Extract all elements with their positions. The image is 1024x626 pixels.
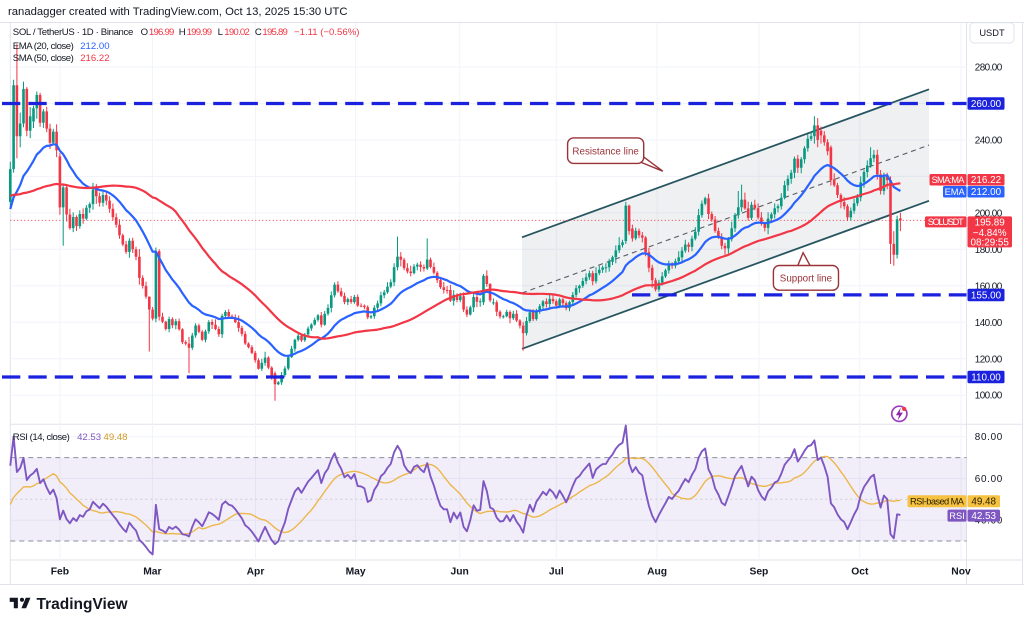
svg-text:49.48: 49.48 — [971, 497, 996, 508]
svg-text:155.00: 155.00 — [971, 291, 1002, 302]
svg-text:USDT: USDT — [979, 28, 1005, 38]
svg-text:EMA: EMA — [945, 187, 966, 197]
svg-text:190.02: 190.02 — [224, 27, 250, 38]
svg-text:195.89: 195.89 — [262, 27, 288, 38]
svg-text:EMA (20, close): EMA (20, close) — [13, 41, 74, 52]
svg-text:Apr: Apr — [247, 567, 265, 578]
svg-text:49.48: 49.48 — [104, 432, 128, 443]
svg-text:80.00: 80.00 — [975, 432, 1003, 443]
svg-text:60.00: 60.00 — [975, 474, 1003, 485]
svg-text:42.53: 42.53 — [971, 511, 996, 522]
svg-text:100.00: 100.00 — [975, 391, 1003, 402]
svg-text:196.99: 196.99 — [149, 27, 175, 38]
svg-text:Support line: Support line — [780, 273, 833, 284]
svg-text:Mar: Mar — [143, 567, 161, 578]
svg-text:260.00: 260.00 — [971, 99, 1002, 110]
svg-text:O: O — [141, 27, 148, 38]
svg-text:RSI-based MA: RSI-based MA — [910, 497, 965, 507]
svg-text:Feb: Feb — [51, 567, 69, 578]
svg-text:180.00: 180.00 — [975, 245, 1003, 256]
svg-text:Sep: Sep — [749, 567, 768, 578]
svg-text:200.00: 200.00 — [975, 208, 1003, 219]
svg-text:216.22: 216.22 — [971, 175, 1001, 186]
svg-text:SOL / TetherUS · 1D · Binance: SOL / TetherUS · 1D · Binance — [13, 27, 134, 38]
svg-text:SOLUSDT: SOLUSDT — [928, 217, 964, 227]
svg-text:H: H — [179, 27, 186, 38]
svg-text:−1.11 (−0.56%): −1.11 (−0.56%) — [294, 27, 359, 38]
svg-text:SMA:MA: SMA:MA — [932, 175, 966, 185]
svg-text:ranadagger created with Tradin: ranadagger created with TradingView.com,… — [8, 6, 348, 18]
svg-text:Resistance line: Resistance line — [572, 146, 639, 157]
svg-text:Jul: Jul — [549, 567, 564, 578]
svg-text:42.53: 42.53 — [77, 432, 101, 443]
svg-text:RSI: RSI — [949, 511, 965, 521]
svg-text:160.00: 160.00 — [975, 281, 1003, 292]
svg-text:Jun: Jun — [451, 567, 469, 578]
svg-text:May: May — [346, 567, 366, 578]
svg-text:280.00: 280.00 — [975, 63, 1003, 74]
svg-text:RSI (14, close): RSI (14, close) — [13, 432, 70, 443]
svg-text:140.00: 140.00 — [975, 318, 1003, 329]
svg-text:Nov: Nov — [951, 567, 971, 578]
svg-text:216.22: 216.22 — [80, 53, 109, 64]
svg-text:199.99: 199.99 — [187, 27, 213, 38]
svg-text:SMA (50, close): SMA (50, close) — [13, 53, 74, 64]
svg-text:212.00: 212.00 — [80, 41, 109, 52]
svg-text:C: C — [255, 27, 262, 38]
svg-text:195.89: 195.89 — [975, 217, 1006, 228]
svg-text:TradingView: TradingView — [37, 596, 129, 613]
svg-text:Aug: Aug — [647, 567, 667, 578]
svg-text:L: L — [218, 27, 224, 38]
svg-text:110.00: 110.00 — [971, 373, 1001, 384]
svg-text:212.00: 212.00 — [971, 187, 1002, 198]
svg-text:Oct: Oct — [851, 567, 869, 578]
svg-text:08:29:55: 08:29:55 — [970, 238, 1009, 249]
svg-text:240.00: 240.00 — [975, 135, 1003, 146]
svg-text:120.00: 120.00 — [975, 354, 1003, 365]
svg-text:−4.84%: −4.84% — [973, 228, 1007, 239]
